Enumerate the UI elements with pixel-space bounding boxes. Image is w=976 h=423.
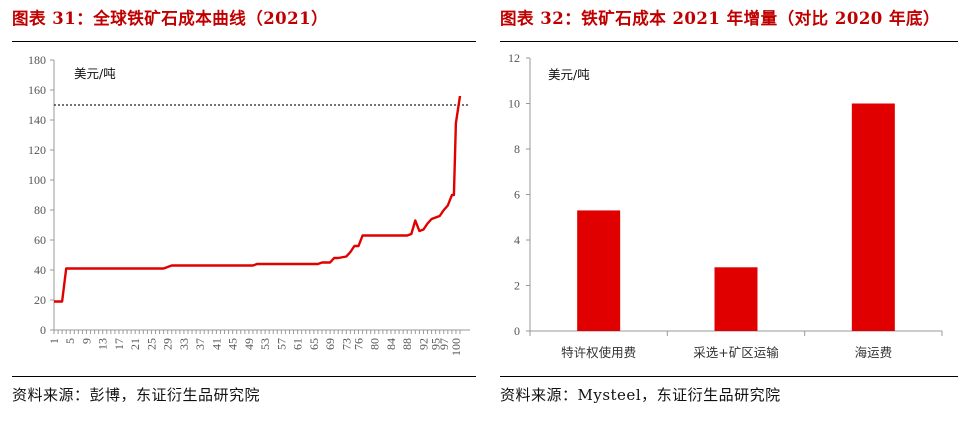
x-tick-label: 29 — [161, 338, 175, 350]
x-tick-label: 84 — [384, 338, 398, 350]
bar-1 — [577, 210, 621, 331]
x-tick-label: 45 — [226, 338, 240, 350]
y-tick-label: 12 — [508, 51, 520, 65]
right-source-text: 资料来源：Mysteel，东证衍生品研究院 — [500, 386, 781, 404]
x-tick-label: 95 — [429, 338, 443, 350]
y-unit-label: 美元/吨 — [548, 67, 590, 82]
right-title-rule — [500, 41, 958, 42]
y-unit-label: 美元/吨 — [74, 66, 116, 81]
bar-2 — [714, 267, 758, 331]
x-tick-label: 1 — [47, 338, 61, 344]
x-tick-label: 88 — [400, 338, 414, 350]
x-tick-label: 21 — [128, 338, 142, 350]
y-tick-label: 0 — [514, 324, 520, 338]
x-tick-label: 97 — [437, 338, 451, 350]
bar-3 — [851, 103, 895, 331]
x-tick-label: 80 — [368, 338, 382, 350]
x-tick-label: 13 — [96, 338, 110, 350]
right-figure-title: 图表 32：铁矿石成本 2021 年增量（对比 2020 年底） — [500, 9, 941, 28]
x-tick-label: 53 — [258, 338, 272, 350]
cost-curve-chart: 0 20 40 60 80 100 120 140 160 180 1 5 9 13 17 21 25 29 33 3… — [28, 53, 470, 356]
y-tick-label: 100 — [28, 173, 46, 187]
y-tick-label: 120 — [28, 143, 46, 157]
x-tick-label: 57 — [274, 338, 288, 350]
y-tick-label: 60 — [34, 233, 46, 247]
y-tick-label: 160 — [28, 83, 46, 97]
x-tick-label: 65 — [307, 338, 321, 350]
x-tick-label: 76 — [352, 338, 366, 350]
x-tick-label: 37 — [193, 338, 207, 350]
category-label: 特许权使用费 — [561, 345, 636, 360]
y-tick-label: 180 — [28, 53, 46, 67]
x-tick-label: 17 — [112, 338, 126, 350]
x-tick-label: 92 — [416, 338, 430, 350]
y-tick-label: 40 — [34, 263, 46, 277]
x-tick-label: 69 — [323, 338, 337, 350]
cost-curve-line — [54, 95, 462, 303]
left-title-rule — [12, 41, 476, 42]
x-tick-label: 73 — [339, 338, 353, 350]
x-tick-label: 25 — [144, 338, 158, 350]
y-tick-label: 0 — [40, 323, 46, 337]
y-tick-label: 20 — [34, 293, 46, 307]
y-tick-label: 2 — [514, 279, 520, 293]
y-tick-label: 80 — [34, 203, 46, 217]
x-tick-label: 49 — [242, 338, 256, 350]
x-tick-label: 100 — [449, 338, 463, 356]
left-figure-panel: 图表 31：全球铁矿石成本曲线（2021） 0 20 40 60 80 100 120 140… — [12, 9, 476, 404]
x-tick-label: 41 — [209, 338, 223, 350]
y-tick-label: 140 — [28, 113, 46, 127]
right-source-rule — [500, 376, 958, 377]
y-tick-label: 10 — [508, 97, 520, 111]
x-tick-label: 9 — [79, 338, 93, 344]
x-tick-label: 33 — [177, 338, 191, 350]
x-tick-label: 61 — [291, 338, 305, 350]
category-label: 采选+矿区运输 — [693, 345, 779, 360]
y-tick-label: 4 — [514, 233, 520, 247]
left-figure-title: 图表 31：全球铁矿石成本曲线（2021） — [12, 9, 329, 28]
right-figure-panel: 图表 32：铁矿石成本 2021 年增量（对比 2020 年底） 0 2 4 6 8 10… — [488, 0, 976, 423]
left-source-rule — [12, 376, 476, 377]
category-label: 海运费 — [855, 345, 893, 360]
x-tick-label: 5 — [63, 338, 77, 344]
y-tick-label: 8 — [514, 142, 520, 156]
y-tick-label: 6 — [514, 188, 520, 202]
left-source-text: 资料来源：彭博，东证衍生品研究院 — [12, 386, 261, 404]
